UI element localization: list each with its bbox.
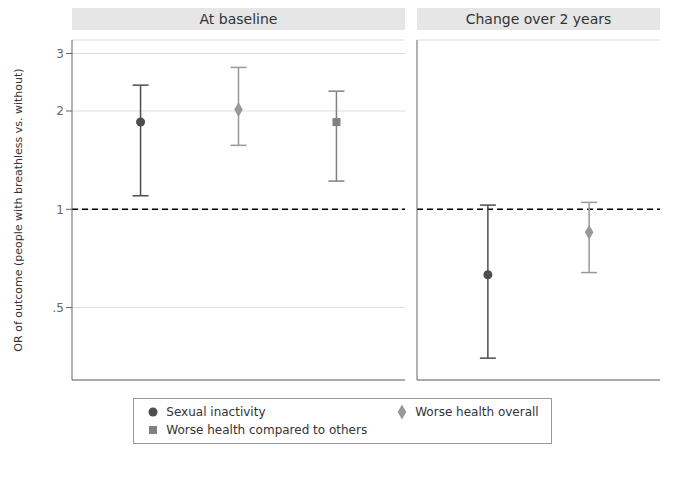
svg-text:1: 1 — [56, 203, 64, 217]
svg-text:3: 3 — [56, 47, 64, 61]
html-text:Worse health compared to other: Worse health compared to others — [166, 423, 368, 437]
html-text:Sexual inactivity: Sexual inactivity — [166, 405, 266, 419]
html-text:Change over 2 years: Change over 2 years — [465, 11, 612, 27]
svg-text:.5: .5 — [53, 301, 64, 315]
html-text:Worse health overall: Worse health overall — [415, 405, 539, 419]
svg-text:OR of outcome (people with bre: OR of outcome (people with breathless vs… — [12, 68, 25, 351]
svg-text:2: 2 — [56, 104, 64, 118]
html-text:At baseline: At baseline — [199, 11, 278, 27]
